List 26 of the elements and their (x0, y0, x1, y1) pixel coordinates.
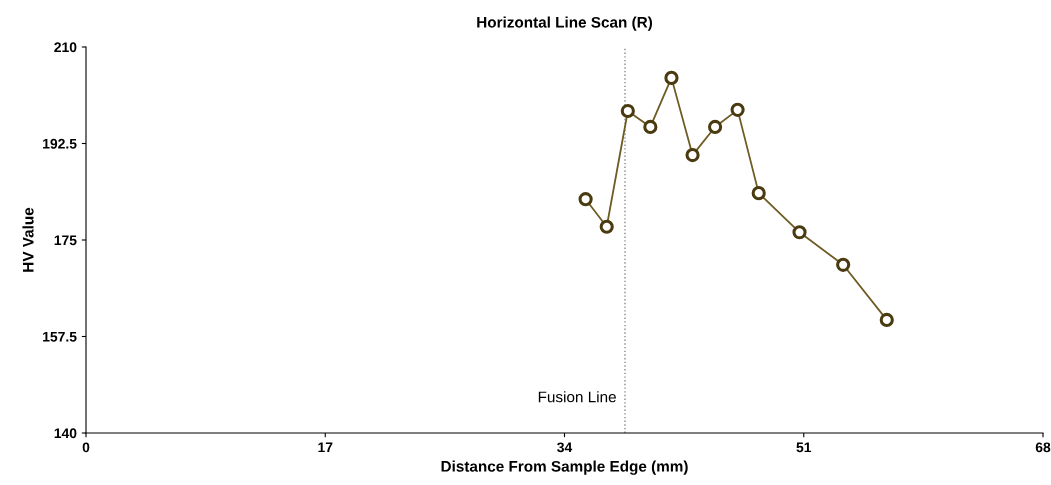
y-tick-label: 175 (54, 235, 77, 246)
point (685, 147, 700, 163)
y-tick-label: 140 (54, 428, 77, 439)
x-tick-label: 17 (318, 442, 333, 453)
point (620, 103, 635, 119)
point (643, 119, 658, 135)
point (879, 312, 894, 328)
x-tick-label: 51 (796, 442, 812, 453)
point (599, 219, 614, 234)
y-tick-label: 192.5 (43, 138, 77, 149)
point (836, 257, 851, 272)
point (708, 119, 723, 135)
x-tick-label: 34 (557, 442, 573, 453)
x-tick-label: 0 (82, 442, 90, 453)
ref-line-label: Fusion Line (538, 391, 616, 403)
point (664, 70, 679, 85)
y-tick-label: 210 (54, 42, 77, 53)
point (730, 102, 745, 117)
x-tick-label: 68 (1035, 442, 1051, 453)
point (751, 186, 766, 201)
y-tick-label: 157.5 (43, 331, 77, 342)
x-axis-title: Distance From Sample Edge (mm) (441, 460, 688, 475)
y-axis-title: HV Value (22, 207, 34, 272)
chart-title: Horizontal Line Scan (R) (477, 16, 653, 31)
point (578, 192, 593, 207)
point (792, 225, 807, 240)
